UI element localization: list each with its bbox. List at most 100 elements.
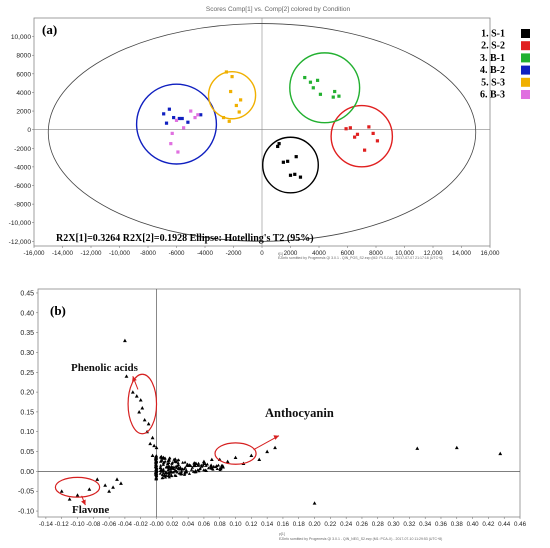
panel-b-y-tick-label: 0.10 — [20, 429, 34, 436]
panel-a-y-tick-label: 0 — [27, 127, 31, 134]
panel-b-x-tick-label: -0.02 — [134, 521, 149, 528]
data-point — [294, 155, 298, 159]
cluster-point — [183, 460, 187, 464]
cluster-point — [161, 463, 165, 466]
cluster-point — [196, 463, 200, 467]
legend-label: 6. B-3 — [480, 90, 505, 101]
loading-point — [202, 459, 206, 464]
panel-a-x-tick-label: -4000 — [197, 250, 213, 257]
legend-swatch — [521, 53, 530, 63]
cluster-point — [192, 464, 196, 468]
cluster-point — [187, 472, 192, 475]
panel-a-stats: R2X[1]=0.3264 R2X[2]=0.1928 Ellipse: Hot… — [56, 233, 314, 244]
legend-swatch — [521, 77, 530, 87]
loading-point — [273, 445, 277, 450]
cluster-point — [181, 460, 185, 464]
cluster-point — [199, 463, 203, 467]
loading-point — [123, 338, 127, 343]
cluster-point — [215, 467, 219, 471]
panel-b-x-tick-label: -0.08 — [86, 521, 101, 528]
panel-a-y-tick-label: -2000 — [14, 146, 31, 153]
cluster-point — [174, 469, 179, 473]
panel-a-x-tick-label: 14,000 — [452, 250, 471, 257]
cluster-point — [171, 470, 175, 474]
loading-point — [186, 463, 191, 467]
cluster-point — [218, 468, 222, 472]
panel-b-x-tick-label: 0.12 — [245, 521, 258, 528]
panel-b-xlabel: p[1] — [279, 532, 285, 536]
panel-a-axes — [34, 18, 490, 246]
cluster-point — [167, 472, 172, 476]
panel-a-letter: (a) — [42, 22, 57, 37]
panel-b-x-tick-label: 0.14 — [261, 521, 274, 528]
panel-b-letter: (b) — [50, 303, 66, 318]
loading-point — [415, 446, 420, 450]
panel-a-title: Scores Comp[1] vs. Comp[2] colored by Co… — [206, 6, 351, 13]
legend-label: 2. S-2 — [481, 41, 505, 52]
data-point — [276, 144, 280, 149]
loading-point — [454, 445, 459, 450]
loading-point — [150, 453, 155, 458]
cluster-point — [211, 467, 215, 471]
panel-a: Scores Comp[1] vs. Comp[2] colored by Co… — [9, 6, 530, 260]
data-point — [375, 139, 380, 143]
data-point — [277, 142, 281, 146]
cluster-point — [160, 469, 164, 473]
loading-point — [312, 501, 317, 505]
panel-b-y-ticks: 0.45 0.40 0.35 0.30 0.25 0.20 0.15 0.10 0.05 0.00… — [18, 290, 38, 516]
panel-b-y-tick-label: 0.45 — [20, 290, 34, 297]
cluster-point — [160, 458, 164, 462]
data-point — [234, 103, 238, 108]
cluster-point — [154, 477, 159, 481]
panel-b-y-tick-label: 0.15 — [20, 409, 34, 416]
cluster-point — [170, 461, 174, 464]
data-point — [177, 116, 181, 121]
legend-label: 5. S-3 — [481, 77, 505, 88]
panel-b-footer: EZinfo somitted by Progenesis QI 3.0.1 -… — [279, 537, 442, 541]
panel-b-x-tick-label: 0.34 — [419, 521, 432, 528]
panel-b-y-tick-label: 0.00 — [20, 469, 34, 476]
cluster-point — [154, 464, 159, 468]
panel-a-y-tick-label: 6000 — [16, 71, 31, 78]
loading-point — [209, 457, 214, 462]
cluster-point — [153, 460, 158, 464]
panel-b-x-tick-label: -0.14 — [39, 521, 54, 528]
panel-a-y-tick-label: -12,000 — [9, 239, 32, 246]
loading-point — [95, 477, 100, 481]
data-point — [237, 110, 241, 114]
panel-a-x-tick-label: -12,000 — [81, 250, 103, 257]
cluster-point — [180, 469, 184, 473]
group-circle — [262, 136, 319, 194]
panel-b-x-tick-label: 0.02 — [166, 521, 179, 528]
panel-b-x-tick-label: 0.18 — [293, 521, 306, 528]
cluster-point — [153, 455, 158, 459]
data-point — [199, 113, 203, 117]
cluster-point — [185, 470, 189, 474]
loading-point — [150, 435, 155, 440]
data-point — [189, 109, 193, 113]
loading-point — [154, 445, 159, 450]
loading-point — [178, 465, 183, 469]
data-point — [230, 75, 234, 79]
panel-b-x-tick-label: 0.44 — [498, 521, 511, 528]
loading-point — [249, 453, 254, 458]
legend-swatch — [521, 65, 530, 75]
data-point — [333, 89, 337, 94]
cluster-point — [204, 464, 208, 467]
legend-label: 1. S-1 — [481, 29, 505, 40]
data-point — [174, 118, 179, 122]
data-point — [162, 112, 166, 116]
cluster-point — [209, 464, 213, 468]
data-point — [318, 92, 323, 96]
panel-a-x-tick-label: 10,000 — [395, 250, 414, 257]
data-point — [227, 119, 231, 123]
loading-point — [124, 374, 129, 378]
panel-a-x-tick-label: -10,000 — [109, 250, 131, 257]
loading-point — [265, 449, 270, 454]
loading-point — [142, 417, 147, 422]
panel-b-x-ticks: -0.14 -0.12 -0.10 -0.08 -0.06 -0.04 -0.02 -0.00… — [39, 517, 527, 528]
panel-a-x-tick-label: 16,000 — [481, 250, 500, 257]
loading-point — [137, 410, 142, 414]
cluster-point — [166, 464, 170, 468]
cluster-point — [168, 456, 172, 460]
